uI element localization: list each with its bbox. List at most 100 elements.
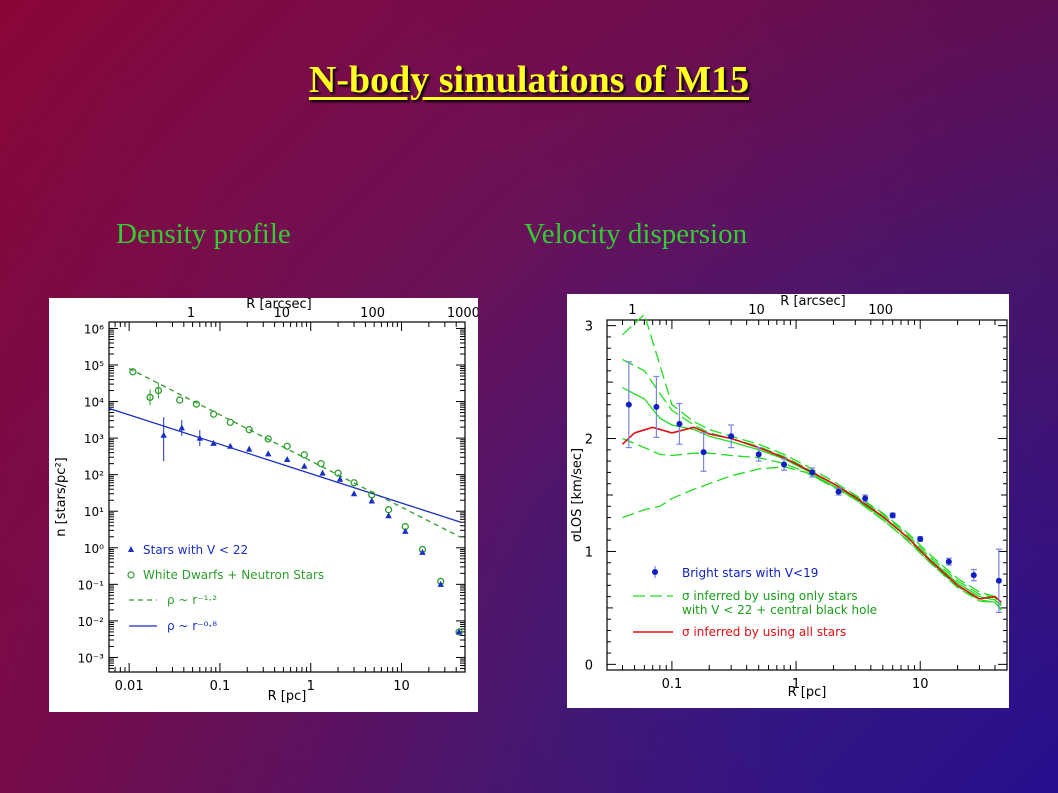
bright-star-point (862, 495, 869, 502)
star-point (264, 450, 272, 457)
power-law-dashed-line (128, 367, 462, 538)
bright-star-point (970, 572, 977, 579)
y-tick-label: 3 (585, 320, 593, 335)
wd-point (245, 426, 253, 434)
y-tick-label: 10⁴ (84, 396, 104, 410)
density-profile-chart: 0.01 0.1 1 10 1 10 100 1000 R [pc] R [arcsec] 10⁻³… (49, 298, 478, 712)
bright-star-point (781, 461, 788, 468)
density-plot-svg: 0.01 0.1 1 10 1 10 100 1000 R [pc] R [arcsec] 10⁻³… (54, 298, 478, 704)
slide-title: N-body simulations of M15 (308, 59, 750, 101)
legend-all-label: σ inferred by using all stars (682, 625, 846, 639)
star-point (385, 512, 392, 519)
wd-point (283, 442, 291, 450)
legend-points-label: Bright stars with V<19 (682, 566, 818, 580)
y-tick-label: 10¹ (84, 505, 104, 519)
top-tick-label: 100 (868, 303, 893, 318)
star-point (160, 431, 167, 438)
plot-frame (108, 321, 466, 673)
star-point (455, 628, 463, 635)
y-tick-label: 10³ (84, 432, 104, 446)
y-tick-label: 2 (585, 433, 593, 448)
wd-point (146, 393, 154, 402)
density-profile-caption: Density profile (116, 218, 291, 250)
y-tick-label: 10⁰ (84, 542, 104, 556)
star-point (210, 439, 217, 446)
star-point (227, 442, 234, 449)
legend-star-label: Stars with V < 22 (143, 543, 248, 557)
top-axis-label: R [arcsec] (246, 298, 311, 312)
bright-star-point (653, 403, 660, 410)
top-axis-label: R [arcsec] (780, 294, 845, 309)
x-tick-label: 0.1 (662, 677, 683, 692)
wd-point (384, 506, 393, 514)
bright-star-point (809, 469, 816, 476)
star-point (350, 490, 358, 497)
star-point (419, 548, 426, 555)
star-point (245, 445, 253, 452)
bright-star-point (676, 420, 683, 427)
y-tick-label: 10² (84, 469, 104, 483)
top-tick-label: 1 (628, 303, 636, 318)
wd-point (154, 386, 163, 395)
velocity-dispersion-chart: 0.1 1 10 1 10 100 R [pc] R [arcsec] 0 1 2 3 σLOS [km… (567, 294, 1009, 708)
wd-point (226, 418, 234, 426)
bright-star-point (995, 577, 1002, 584)
top-tick-label: 100 (360, 306, 385, 321)
x-axis-label: R [pc] (788, 685, 827, 700)
star-point (196, 434, 203, 441)
plot-frame (606, 319, 1008, 671)
top-tick-label: 1 (187, 306, 195, 321)
legend-bh-label-1: σ inferred by using only stars (682, 589, 858, 603)
bright-star-point (945, 558, 952, 565)
y-tick-label: 10⁶ (84, 322, 104, 336)
wd-point (209, 410, 218, 418)
y-tick-label: 1 (585, 545, 593, 560)
y-tick-label: 0 (585, 658, 593, 673)
x-tick-label: 1 (792, 677, 800, 692)
star-point (301, 462, 308, 469)
bh-model-mid-line (622, 387, 1002, 607)
x-tick-label: 10 (393, 679, 410, 694)
bright-star-point (728, 433, 735, 440)
star-point (368, 497, 375, 504)
wd-point (192, 400, 201, 408)
wd-point (300, 451, 308, 459)
top-tick-label: 1000 (447, 306, 478, 321)
x-tick-label: 0.01 (115, 679, 144, 694)
star-point (283, 455, 291, 462)
bh-model-upper-line (622, 313, 1002, 603)
wd-point (129, 368, 137, 376)
x-tick-label: 10 (912, 677, 929, 692)
y-axis-label: σLOS [km/sec] (570, 448, 585, 542)
x-axis-label: R [pc] (268, 689, 307, 704)
x-tick-label: 1 (307, 679, 315, 694)
star-point (319, 469, 326, 476)
wd-point (264, 435, 272, 443)
legend-solid-label: ρ ~ r⁻⁰·⁸ (167, 619, 217, 633)
top-tick-label: 10 (748, 303, 765, 318)
bright-star-point (917, 536, 924, 543)
bh-model-upper2-line (622, 358, 1002, 605)
legend-wd-marker (127, 571, 135, 579)
wd-point (334, 469, 342, 477)
legend-star-marker (128, 546, 134, 552)
velocity-dispersion-caption: Velocity dispersion (524, 218, 748, 250)
star-point (437, 580, 444, 587)
power-law-solid-line (108, 407, 462, 523)
legend-point-marker (652, 569, 658, 575)
legend-bh-label-2: with V < 22 + central black hole (682, 603, 877, 617)
bright-star-point (625, 401, 632, 408)
bright-star-point (755, 451, 762, 458)
star-point (402, 527, 409, 534)
y-tick-label: 10⁻¹ (78, 578, 105, 592)
star-point (336, 475, 344, 482)
top-tick-label: 10 (274, 306, 291, 321)
wd-point (350, 479, 358, 487)
bright-star-point (889, 512, 896, 519)
x-tick-label: 0.1 (210, 679, 231, 694)
bright-star-point (835, 488, 842, 495)
wd-point (317, 460, 325, 468)
y-tick-label: 10⁻² (78, 615, 105, 629)
y-tick-label: 10⁵ (84, 359, 104, 373)
all-stars-model-line (621, 426, 1002, 603)
